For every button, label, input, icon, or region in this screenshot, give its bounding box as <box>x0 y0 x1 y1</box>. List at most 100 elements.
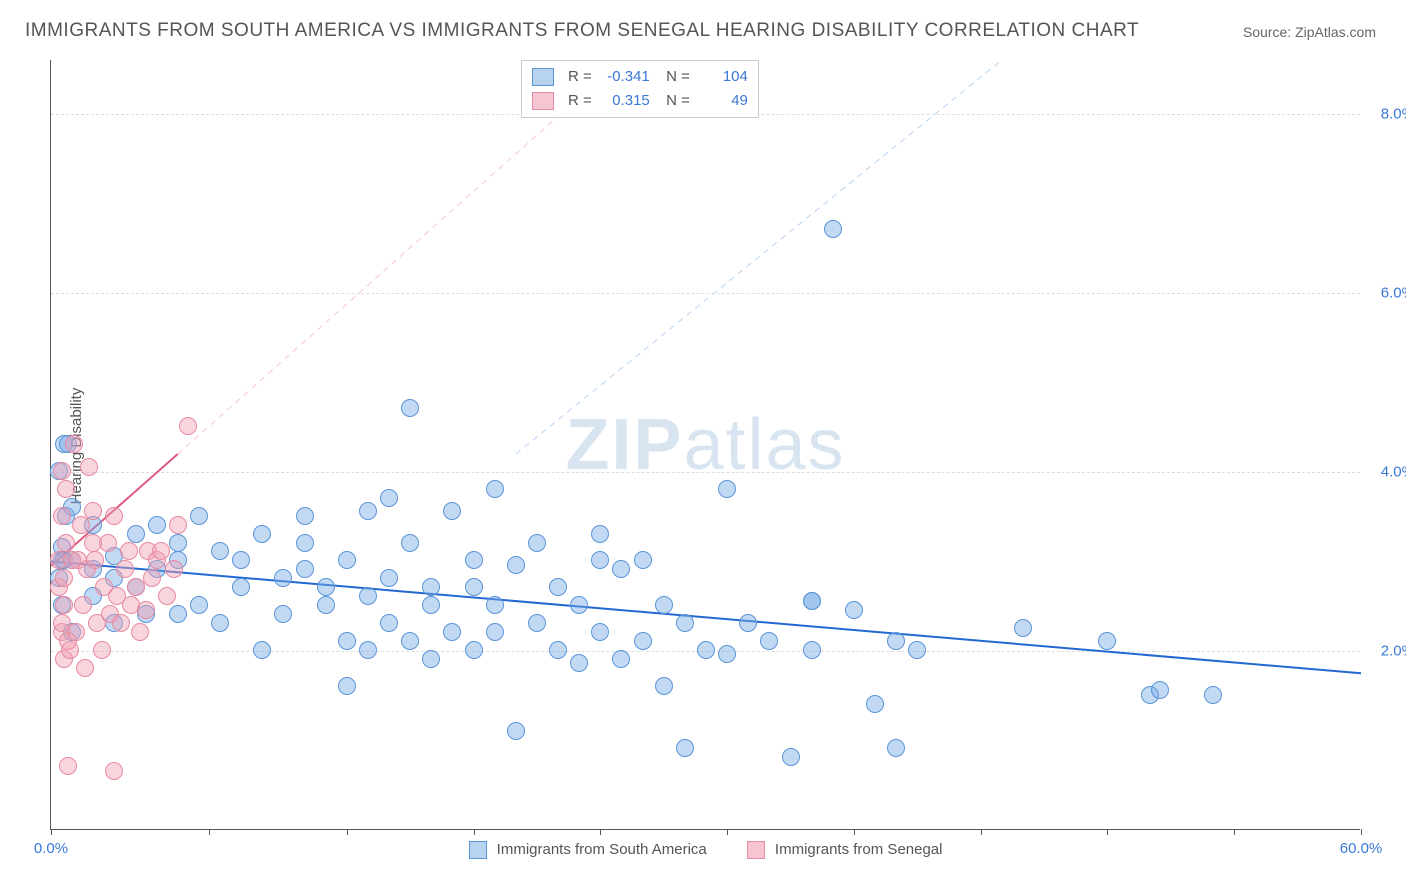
data-point-senegal <box>105 762 123 780</box>
data-point-senegal <box>165 560 183 578</box>
data-point-senegal <box>105 507 123 525</box>
data-point-senegal <box>152 542 170 560</box>
data-point-south_america <box>274 569 292 587</box>
swatch-senegal-icon <box>747 841 765 859</box>
data-point-south_america <box>443 623 461 641</box>
data-point-south_america <box>253 641 271 659</box>
trend-line-senegal <box>178 60 622 454</box>
data-point-south_america <box>127 525 145 543</box>
xtick-mark <box>854 829 855 835</box>
data-point-south_america <box>317 596 335 614</box>
data-point-south_america <box>422 650 440 668</box>
data-point-south_america <box>211 614 229 632</box>
data-point-south_america <box>782 748 800 766</box>
gridline <box>51 472 1360 473</box>
series-legend: Immigrants from South America Immigrants… <box>469 841 943 859</box>
data-point-south_america <box>232 578 250 596</box>
data-point-south_america <box>549 641 567 659</box>
stats-row-senegal: R =0.315 N =49 <box>532 89 748 113</box>
data-point-south_america <box>190 507 208 525</box>
data-point-south_america <box>697 641 715 659</box>
data-point-south_america <box>1151 681 1169 699</box>
data-point-senegal <box>84 502 102 520</box>
data-point-south_america <box>549 578 567 596</box>
data-point-south_america <box>676 614 694 632</box>
data-point-south_america <box>528 614 546 632</box>
data-point-senegal <box>137 601 155 619</box>
data-point-south_america <box>1098 632 1116 650</box>
xtick-mark <box>347 829 348 835</box>
data-point-south_america <box>422 596 440 614</box>
data-point-south_america <box>1204 686 1222 704</box>
data-point-south_america <box>591 525 609 543</box>
data-point-south_america <box>359 641 377 659</box>
data-point-south_america <box>908 641 926 659</box>
data-point-senegal <box>57 480 75 498</box>
swatch-senegal <box>532 92 554 110</box>
data-point-south_america <box>887 739 905 757</box>
data-point-senegal <box>65 435 83 453</box>
ytick-label: 8.0% <box>1381 105 1406 122</box>
data-point-south_america <box>296 507 314 525</box>
data-point-south_america <box>824 220 842 238</box>
data-point-south_america <box>612 650 630 668</box>
data-point-south_america <box>190 596 208 614</box>
data-point-south_america <box>338 551 356 569</box>
data-point-senegal <box>93 641 111 659</box>
data-point-senegal <box>57 534 75 552</box>
data-point-senegal <box>112 614 130 632</box>
data-point-south_america <box>465 578 483 596</box>
data-point-senegal <box>120 542 138 560</box>
stats-row-south-america: R =-0.341 N =104 <box>532 65 748 89</box>
xtick-mark <box>51 829 52 835</box>
data-point-south_america <box>401 399 419 417</box>
xtick-mark <box>1234 829 1235 835</box>
data-point-senegal <box>53 507 71 525</box>
ytick-label: 4.0% <box>1381 463 1406 480</box>
data-point-senegal <box>80 458 98 476</box>
xtick-mark <box>1361 829 1362 835</box>
data-point-senegal <box>67 623 85 641</box>
xtick-mark <box>1107 829 1108 835</box>
legend-item-south-america: Immigrants from South America <box>469 841 707 859</box>
data-point-south_america <box>486 623 504 641</box>
data-point-south_america <box>232 551 250 569</box>
data-point-south_america <box>634 632 652 650</box>
data-point-south_america <box>612 560 630 578</box>
data-point-south_america <box>718 645 736 663</box>
data-point-south_america <box>718 480 736 498</box>
xtick-mark <box>727 829 728 835</box>
data-point-south_america <box>380 489 398 507</box>
data-point-south_america <box>570 596 588 614</box>
data-point-south_america <box>486 596 504 614</box>
legend-item-senegal: Immigrants from Senegal <box>747 841 943 859</box>
data-point-south_america <box>338 677 356 695</box>
data-point-south_america <box>591 551 609 569</box>
data-point-south_america <box>591 623 609 641</box>
data-point-south_america <box>803 641 821 659</box>
data-point-south_america <box>866 695 884 713</box>
xtick-mark <box>600 829 601 835</box>
trend-line-south_america <box>516 60 1002 454</box>
data-point-south_america <box>634 551 652 569</box>
data-point-senegal <box>53 462 71 480</box>
data-point-senegal <box>131 623 149 641</box>
data-point-south_america <box>274 605 292 623</box>
data-point-south_america <box>655 596 673 614</box>
trend-lines <box>51 60 1361 830</box>
data-point-senegal <box>86 551 104 569</box>
data-point-south_america <box>422 578 440 596</box>
data-point-south_america <box>380 569 398 587</box>
data-point-senegal <box>55 569 73 587</box>
data-point-south_america <box>507 556 525 574</box>
xtick-mark <box>474 829 475 835</box>
plot-area: ZIPatlas 2.0%4.0%6.0%8.0% 0.0%60.0% R =-… <box>50 60 1360 830</box>
data-point-south_america <box>317 578 335 596</box>
data-point-south_america <box>296 534 314 552</box>
data-point-senegal <box>179 417 197 435</box>
data-point-south_america <box>169 605 187 623</box>
data-point-senegal <box>74 596 92 614</box>
data-point-senegal <box>169 516 187 534</box>
data-point-south_america <box>486 480 504 498</box>
data-point-south_america <box>887 632 905 650</box>
